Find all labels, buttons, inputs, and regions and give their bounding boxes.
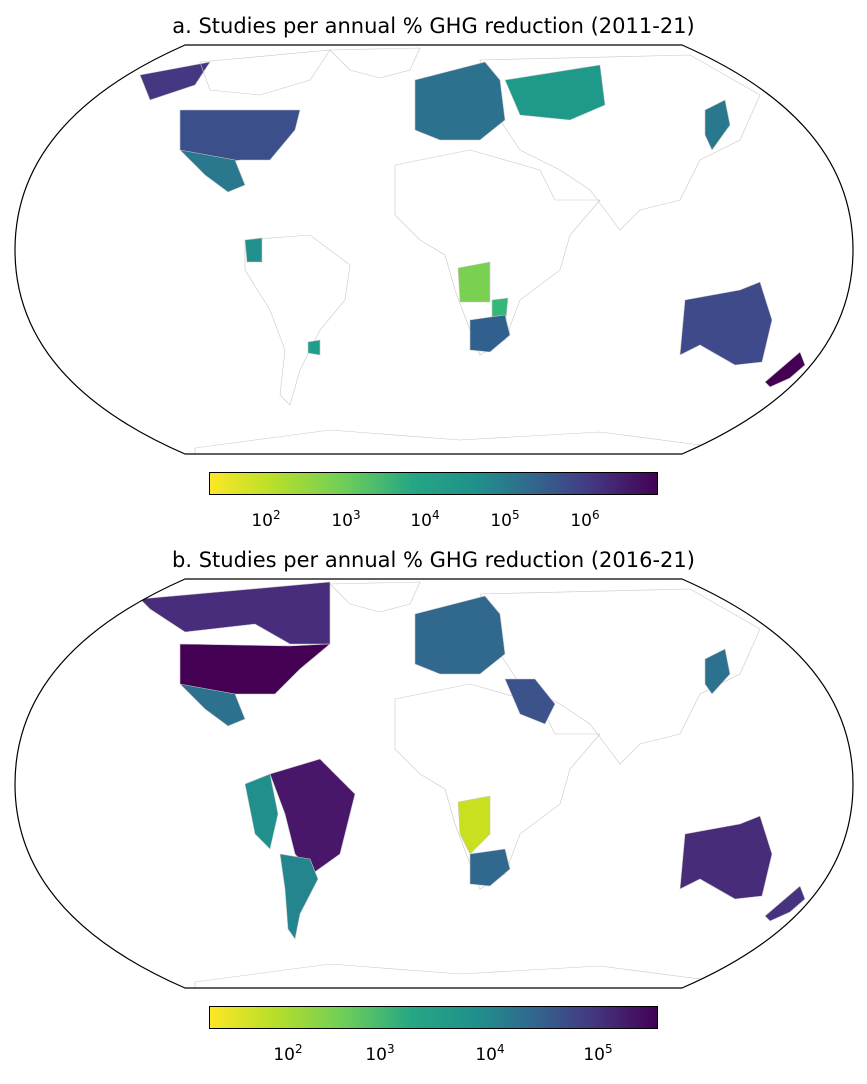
- argentina: [279, 853, 319, 940]
- colorbar-tick-label: 104: [410, 508, 440, 531]
- greenland-outline: [329, 581, 421, 613]
- new-zealand: [764, 885, 806, 922]
- map-title: a. Studies per annual % GHG reduction (2…: [172, 14, 695, 38]
- colorbar-gradient: [209, 1006, 658, 1029]
- colorbar-tick-label: 102: [273, 1042, 303, 1065]
- world-map: [14, 578, 854, 989]
- mexico: [179, 149, 246, 193]
- australia: [679, 281, 773, 366]
- colorbar-tick-label: 102: [251, 508, 281, 531]
- colorbar-tick-label: 104: [475, 1042, 505, 1065]
- peru: [244, 773, 279, 850]
- russia: [504, 64, 606, 121]
- africa-outline: [394, 149, 601, 356]
- map-frame: [14, 44, 854, 455]
- colorbar-tick-label: 106: [570, 508, 600, 531]
- usa: [179, 643, 331, 695]
- colorbar: [209, 1006, 658, 1029]
- south-africa: [469, 314, 511, 353]
- greenland-outline: [329, 47, 421, 79]
- asia-outline: [479, 54, 761, 231]
- colorbar-tick-label: 105: [583, 1042, 613, 1065]
- south-africa: [469, 848, 511, 887]
- saudi-arabia: [504, 678, 556, 725]
- colorbar-tick-label: 103: [365, 1042, 395, 1065]
- colorbar-ticks: 102 103 104 105: [0, 1042, 867, 1072]
- colorbar: [209, 472, 658, 495]
- mexico: [179, 683, 246, 727]
- new-zealand: [764, 351, 806, 388]
- japan: [704, 99, 731, 151]
- colorbar-tick-label: 103: [331, 508, 361, 531]
- map-frame: [14, 578, 854, 989]
- map-title: b. Studies per annual % GHG reduction (2…: [172, 548, 695, 572]
- canada-north: [199, 49, 331, 96]
- japan: [704, 648, 731, 695]
- namibia: [457, 795, 491, 855]
- australia: [679, 815, 773, 900]
- colorbar-gradient: [209, 472, 658, 495]
- europe: [414, 61, 506, 141]
- antarctica-outline: [194, 963, 701, 988]
- south-america-outline: [244, 234, 351, 406]
- ecuador: [244, 237, 263, 263]
- world-map: [14, 44, 854, 455]
- angola: [457, 261, 491, 303]
- uruguay: [307, 339, 321, 356]
- europe: [414, 595, 506, 675]
- colorbar-ticks: 102 103 104 105 106: [0, 508, 867, 538]
- alaska: [139, 61, 211, 101]
- brazil: [269, 758, 356, 875]
- canada: [139, 581, 331, 645]
- colorbar-tick-label: 105: [490, 508, 520, 531]
- antarctica-outline: [194, 429, 701, 454]
